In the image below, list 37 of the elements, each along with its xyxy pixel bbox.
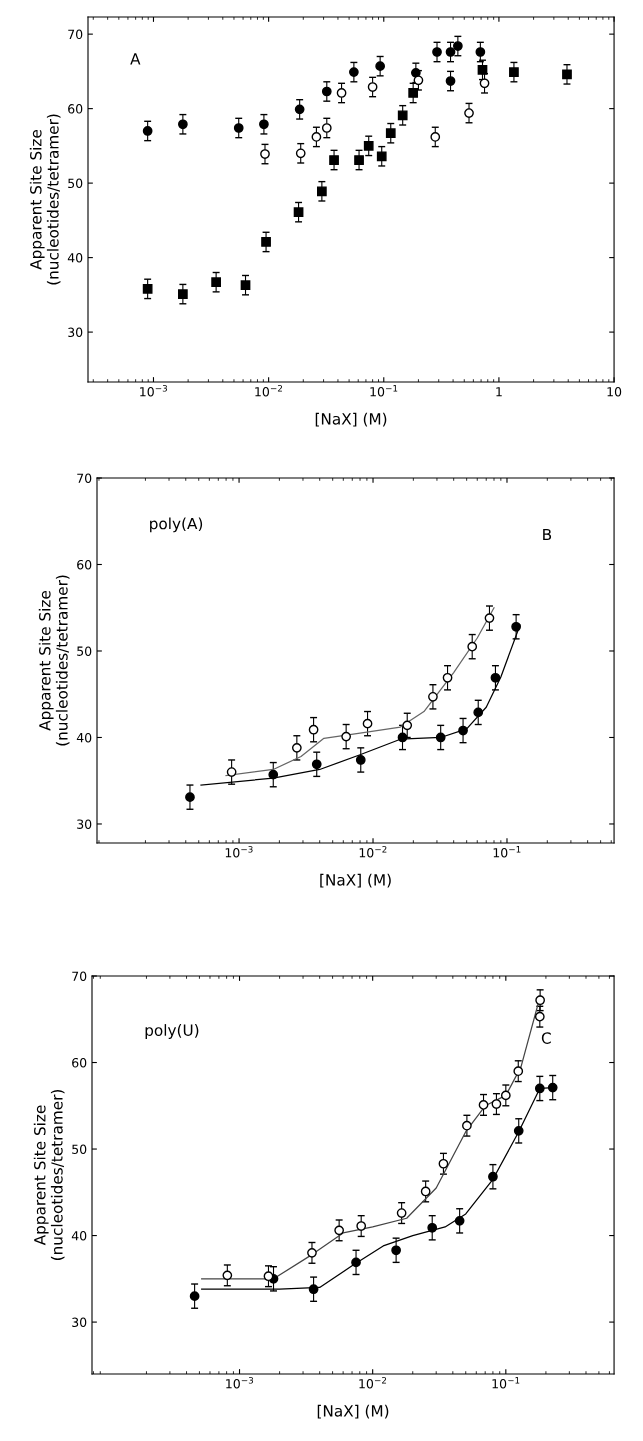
y-tick-label: 60 xyxy=(68,104,83,114)
y-tick-label: 50 xyxy=(68,178,83,189)
y-tick-label: 40 xyxy=(76,732,92,743)
y-axis-title: Apparent Site Size (nucleotides/tetramer) xyxy=(33,1089,65,1261)
y-tick-label: 70 xyxy=(77,473,92,483)
y-tick-label: 50 xyxy=(72,1144,87,1154)
x-tick-label: 10$^{−2}$ xyxy=(359,1376,387,1389)
y-tick-label: 30 xyxy=(68,327,83,338)
y-tick-label: 70 xyxy=(72,971,87,981)
annotation: poly(U) xyxy=(145,1024,199,1039)
x-tick-label: 10$^{−1}$ xyxy=(370,385,398,397)
y-tick-label: 30 xyxy=(72,1317,87,1328)
y-tick-label: 60 xyxy=(77,559,92,570)
x-axis-title: [NaX] (M) xyxy=(315,412,387,427)
x-tick-label: 10$^{−3}$ xyxy=(140,384,168,397)
annotation: C xyxy=(541,1032,551,1044)
x-tick-label: 10$^{−2}$ xyxy=(255,384,282,397)
annotation: B xyxy=(543,528,552,541)
y-tick-label: 40 xyxy=(67,253,83,263)
y-tick-label: 30 xyxy=(77,819,92,829)
x-axis-title: [NaX] (M) xyxy=(317,1404,389,1419)
x-axis-title: [NaX] (M) xyxy=(320,873,391,888)
y-tick-label: 60 xyxy=(72,1057,87,1068)
y-tick-label: 40 xyxy=(71,1231,87,1241)
x-tick-label: 10$^{−1}$ xyxy=(493,846,521,858)
y-tick-label: 70 xyxy=(68,29,83,40)
y-axis-title: Apparent Site Size (nucleotides/tetramer) xyxy=(38,575,70,746)
annotation: poly(A) xyxy=(150,517,203,533)
x-tick-label: 10$^{−3}$ xyxy=(226,1376,254,1389)
x-tick-label: 10$^{−1}$ xyxy=(492,1377,520,1389)
x-tick-label: 10$^{−2}$ xyxy=(359,845,387,858)
x-tick-label: 10$^{−3}$ xyxy=(225,845,253,858)
annotation: A xyxy=(130,53,141,65)
y-tick-label: 50 xyxy=(77,646,92,656)
y-axis-title: Apparent Site Size (nucleotides/tetramer) xyxy=(29,114,61,285)
x-tick-label: 10 xyxy=(607,387,622,397)
x-tick-label: 1 xyxy=(496,387,502,397)
